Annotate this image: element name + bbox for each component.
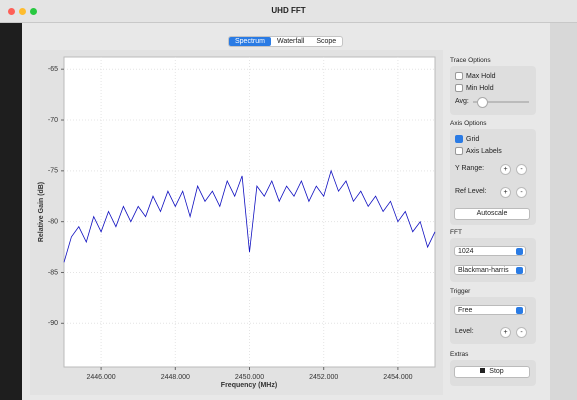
- window-title: UHD FFT: [271, 6, 306, 15]
- group-title: Axis Options: [450, 120, 487, 127]
- plus-button[interactable]: +: [500, 187, 511, 198]
- autoscale-button[interactable]: Autoscale: [454, 208, 530, 220]
- tab-bar: Spectrum Waterfall Scope: [228, 36, 344, 47]
- y-range-label: Y Range:: [455, 165, 485, 172]
- x-tick-label: 2452.000: [309, 374, 338, 381]
- checkbox-box[interactable]: [455, 84, 463, 92]
- checkbox[interactable]: Min Hold: [455, 84, 494, 92]
- y-tick-label: -70: [48, 117, 58, 124]
- trigger-dropdown[interactable]: Free: [454, 305, 526, 315]
- checkbox-label: Axis Labels: [466, 147, 502, 155]
- checkbox-label: Min Hold: [466, 84, 494, 92]
- window-dropdown[interactable]: Blackman-harris: [454, 265, 526, 275]
- slider-track[interactable]: [473, 101, 529, 103]
- y-tick-label: -90: [48, 320, 58, 327]
- checkbox[interactable]: Max Hold: [455, 72, 496, 80]
- x-tick-label: 2446.000: [86, 374, 115, 381]
- plus-button[interactable]: +: [500, 164, 511, 175]
- checkbox[interactable]: Grid: [455, 135, 479, 143]
- group-title: FFT: [450, 229, 462, 236]
- minus-button[interactable]: -: [516, 164, 527, 175]
- group-title: Trace Options: [450, 57, 491, 64]
- x-tick-label: 2448.000: [161, 374, 190, 381]
- x-axis-label: Frequency (MHz): [221, 382, 277, 389]
- minus-button[interactable]: -: [516, 327, 527, 338]
- slider-knob[interactable]: [477, 97, 488, 108]
- title-bar: UHD FFT: [0, 0, 577, 23]
- x-tick-label: 2454.000: [383, 374, 412, 381]
- checkbox-box[interactable]: [455, 147, 463, 155]
- y-tick-label: -85: [48, 269, 58, 276]
- plus-button[interactable]: +: [500, 327, 511, 338]
- zoom-button[interactable]: [30, 8, 37, 15]
- ref-level-label: Ref Level:: [455, 188, 487, 195]
- checkbox[interactable]: Axis Labels: [455, 147, 502, 155]
- checkbox-box[interactable]: [455, 135, 463, 143]
- y-tick-label: -75: [48, 168, 58, 175]
- y-tick-label: -65: [48, 66, 58, 73]
- tab[interactable]: Spectrum: [229, 37, 271, 46]
- tab[interactable]: Waterfall: [276, 38, 305, 45]
- avg-label: Avg:: [455, 98, 469, 105]
- plot-area: [63, 56, 436, 368]
- y-axis-label: Relative Gain (dB): [38, 182, 45, 242]
- y-tick-label: -80: [48, 218, 58, 225]
- fft-size-dropdown[interactable]: 1024: [454, 246, 526, 256]
- level-label: Level:: [455, 328, 474, 335]
- tab[interactable]: Scope: [316, 38, 337, 45]
- spectrum-line: [63, 169, 436, 263]
- x-tick-label: 2450.000: [235, 374, 264, 381]
- group-box: [450, 66, 536, 115]
- background-window: [550, 23, 577, 400]
- stop-label: Stop: [489, 368, 504, 375]
- stop-icon: [480, 368, 486, 373]
- group-title: Extras: [450, 351, 469, 358]
- minimize-button[interactable]: [19, 8, 26, 15]
- group-title: Trigger: [450, 288, 471, 295]
- checkbox-label: Max Hold: [466, 72, 496, 80]
- checkbox-box[interactable]: [455, 72, 463, 80]
- minus-button[interactable]: -: [516, 187, 527, 198]
- checkbox-label: Grid: [466, 135, 480, 143]
- stop-button[interactable]: Stop: [454, 366, 530, 378]
- close-button[interactable]: [8, 8, 15, 15]
